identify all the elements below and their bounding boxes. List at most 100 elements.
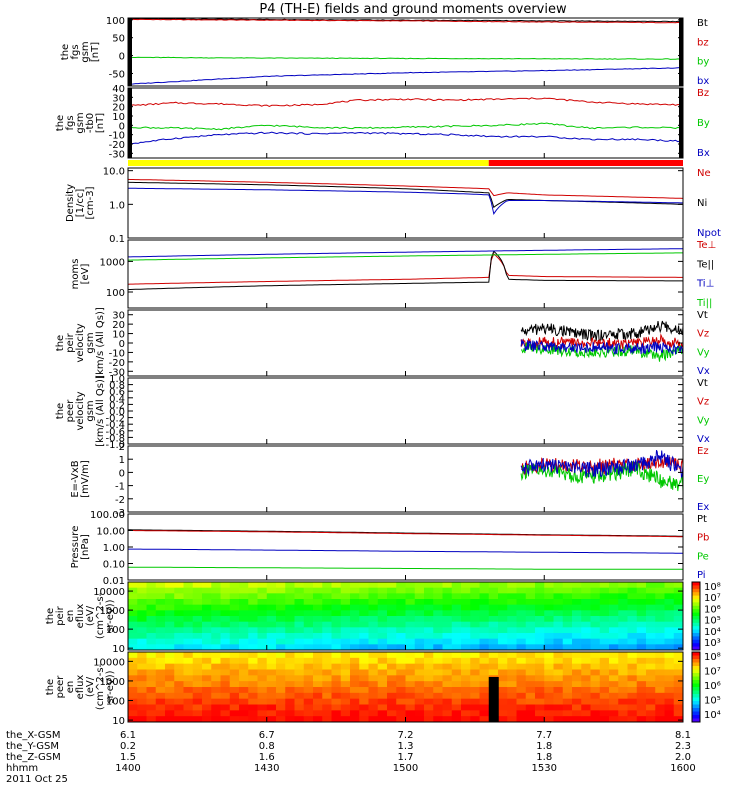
heatmap-cell bbox=[673, 681, 684, 688]
heatmap-cell bbox=[488, 582, 499, 589]
heatmap-cell bbox=[461, 698, 471, 705]
heatmap-cell bbox=[146, 652, 157, 659]
y-axis-label-line: Density bbox=[65, 184, 76, 222]
heatmap-cell bbox=[285, 663, 295, 670]
heatmap-cell bbox=[516, 663, 527, 670]
heatmap-cell bbox=[211, 638, 221, 645]
y-tick-label: -30 bbox=[109, 367, 125, 378]
heatmap-cell bbox=[202, 633, 212, 640]
heatmap-cell bbox=[479, 604, 490, 611]
heatmap-cell bbox=[322, 675, 332, 682]
colorbar-segment bbox=[692, 599, 700, 603]
series-line-by bbox=[128, 56, 684, 60]
heatmap-cell bbox=[183, 657, 194, 665]
heatmap-cell bbox=[294, 587, 305, 594]
heatmap-cell bbox=[359, 675, 369, 682]
x-row-value: 1530 bbox=[532, 763, 557, 774]
heatmap-cell bbox=[627, 627, 638, 634]
heatmap-cell bbox=[229, 638, 240, 645]
heatmap-cell bbox=[239, 604, 249, 611]
heatmap-cell bbox=[562, 616, 573, 623]
y-tick-label: 10000 bbox=[93, 587, 125, 598]
heatmap-cell bbox=[174, 582, 184, 589]
heatmap-cell bbox=[192, 599, 203, 606]
heatmap-cell bbox=[544, 587, 554, 594]
heatmap-cell bbox=[248, 644, 258, 651]
heatmap-cell bbox=[470, 587, 480, 594]
heatmap-cell bbox=[627, 692, 638, 700]
colorbar-segment bbox=[692, 708, 700, 712]
heatmap-cell bbox=[590, 698, 601, 705]
heatmap-cell bbox=[488, 669, 499, 676]
heatmap-cell bbox=[646, 599, 656, 606]
heatmap-cell bbox=[276, 638, 286, 645]
heatmap-cell bbox=[359, 710, 369, 717]
heatmap-cell bbox=[313, 663, 323, 670]
y-tick-label: 0.8 bbox=[109, 381, 125, 392]
heatmap-cell bbox=[294, 633, 305, 640]
heatmap-cell bbox=[581, 698, 591, 705]
colorbar-tick-label: 10⁸ bbox=[704, 652, 721, 663]
heatmap-cell bbox=[599, 638, 610, 645]
heatmap-cell bbox=[387, 692, 397, 700]
heatmap-cell bbox=[470, 698, 480, 705]
heatmap-cell bbox=[451, 687, 462, 694]
heatmap-cell bbox=[239, 663, 249, 670]
heatmap-cell bbox=[405, 669, 416, 676]
heatmap-cell bbox=[664, 633, 675, 640]
heatmap-cell bbox=[470, 687, 480, 694]
heatmap-cell bbox=[442, 663, 453, 670]
y-tick-label: 10.0 bbox=[103, 167, 125, 178]
heatmap-cell bbox=[359, 716, 369, 723]
heatmap-cell bbox=[368, 657, 379, 665]
heatmap-cell bbox=[609, 704, 619, 711]
heatmap-cell bbox=[276, 687, 286, 694]
heatmap-cell bbox=[276, 633, 286, 640]
colorbar-segment bbox=[692, 585, 700, 590]
heatmap-cell bbox=[627, 687, 638, 694]
heatmap-cell bbox=[285, 644, 295, 651]
colorbar-segment bbox=[692, 612, 700, 617]
heatmap-cell bbox=[368, 593, 379, 600]
heatmap-cell bbox=[340, 610, 351, 617]
heatmap-cell bbox=[470, 704, 480, 711]
y-axis-label-line: moms bbox=[70, 259, 81, 290]
colorbar-segment bbox=[692, 626, 700, 631]
y-tick-label: -10 bbox=[109, 131, 125, 142]
heatmap-cell bbox=[359, 593, 369, 600]
heatmap-cell bbox=[581, 657, 591, 665]
colorbar-segment bbox=[692, 622, 700, 627]
heatmap-cell bbox=[220, 582, 231, 589]
heatmap-cell bbox=[553, 669, 564, 676]
heatmap-cell bbox=[636, 633, 647, 640]
heatmap-cell bbox=[340, 582, 351, 589]
y-tick-label: 10 bbox=[112, 716, 125, 727]
heatmap-cell bbox=[165, 582, 175, 589]
heatmap-cell bbox=[562, 627, 573, 634]
heatmap-cell bbox=[155, 669, 166, 676]
heatmap-cell bbox=[590, 593, 601, 600]
heatmap-cell bbox=[498, 627, 508, 634]
heatmap-cell bbox=[192, 657, 203, 665]
heatmap-cell bbox=[202, 657, 212, 665]
heatmap-cell bbox=[322, 716, 332, 723]
heatmap-cell bbox=[405, 692, 416, 700]
heatmap-cell bbox=[424, 663, 434, 670]
heatmap-cell bbox=[405, 710, 416, 717]
heatmap-cell bbox=[257, 698, 268, 705]
heatmap-cell bbox=[220, 652, 231, 659]
heatmap-cell bbox=[609, 633, 619, 640]
heatmap-cell bbox=[479, 681, 490, 688]
heatmap-cell bbox=[544, 692, 554, 700]
heatmap-cell bbox=[498, 669, 508, 676]
heatmap-cell bbox=[498, 692, 508, 700]
heatmap-cell bbox=[424, 587, 434, 594]
heatmap-cell bbox=[368, 599, 379, 606]
heatmap-cell bbox=[211, 644, 221, 651]
heatmap-cell bbox=[257, 716, 268, 723]
heatmap-cell bbox=[609, 638, 619, 645]
